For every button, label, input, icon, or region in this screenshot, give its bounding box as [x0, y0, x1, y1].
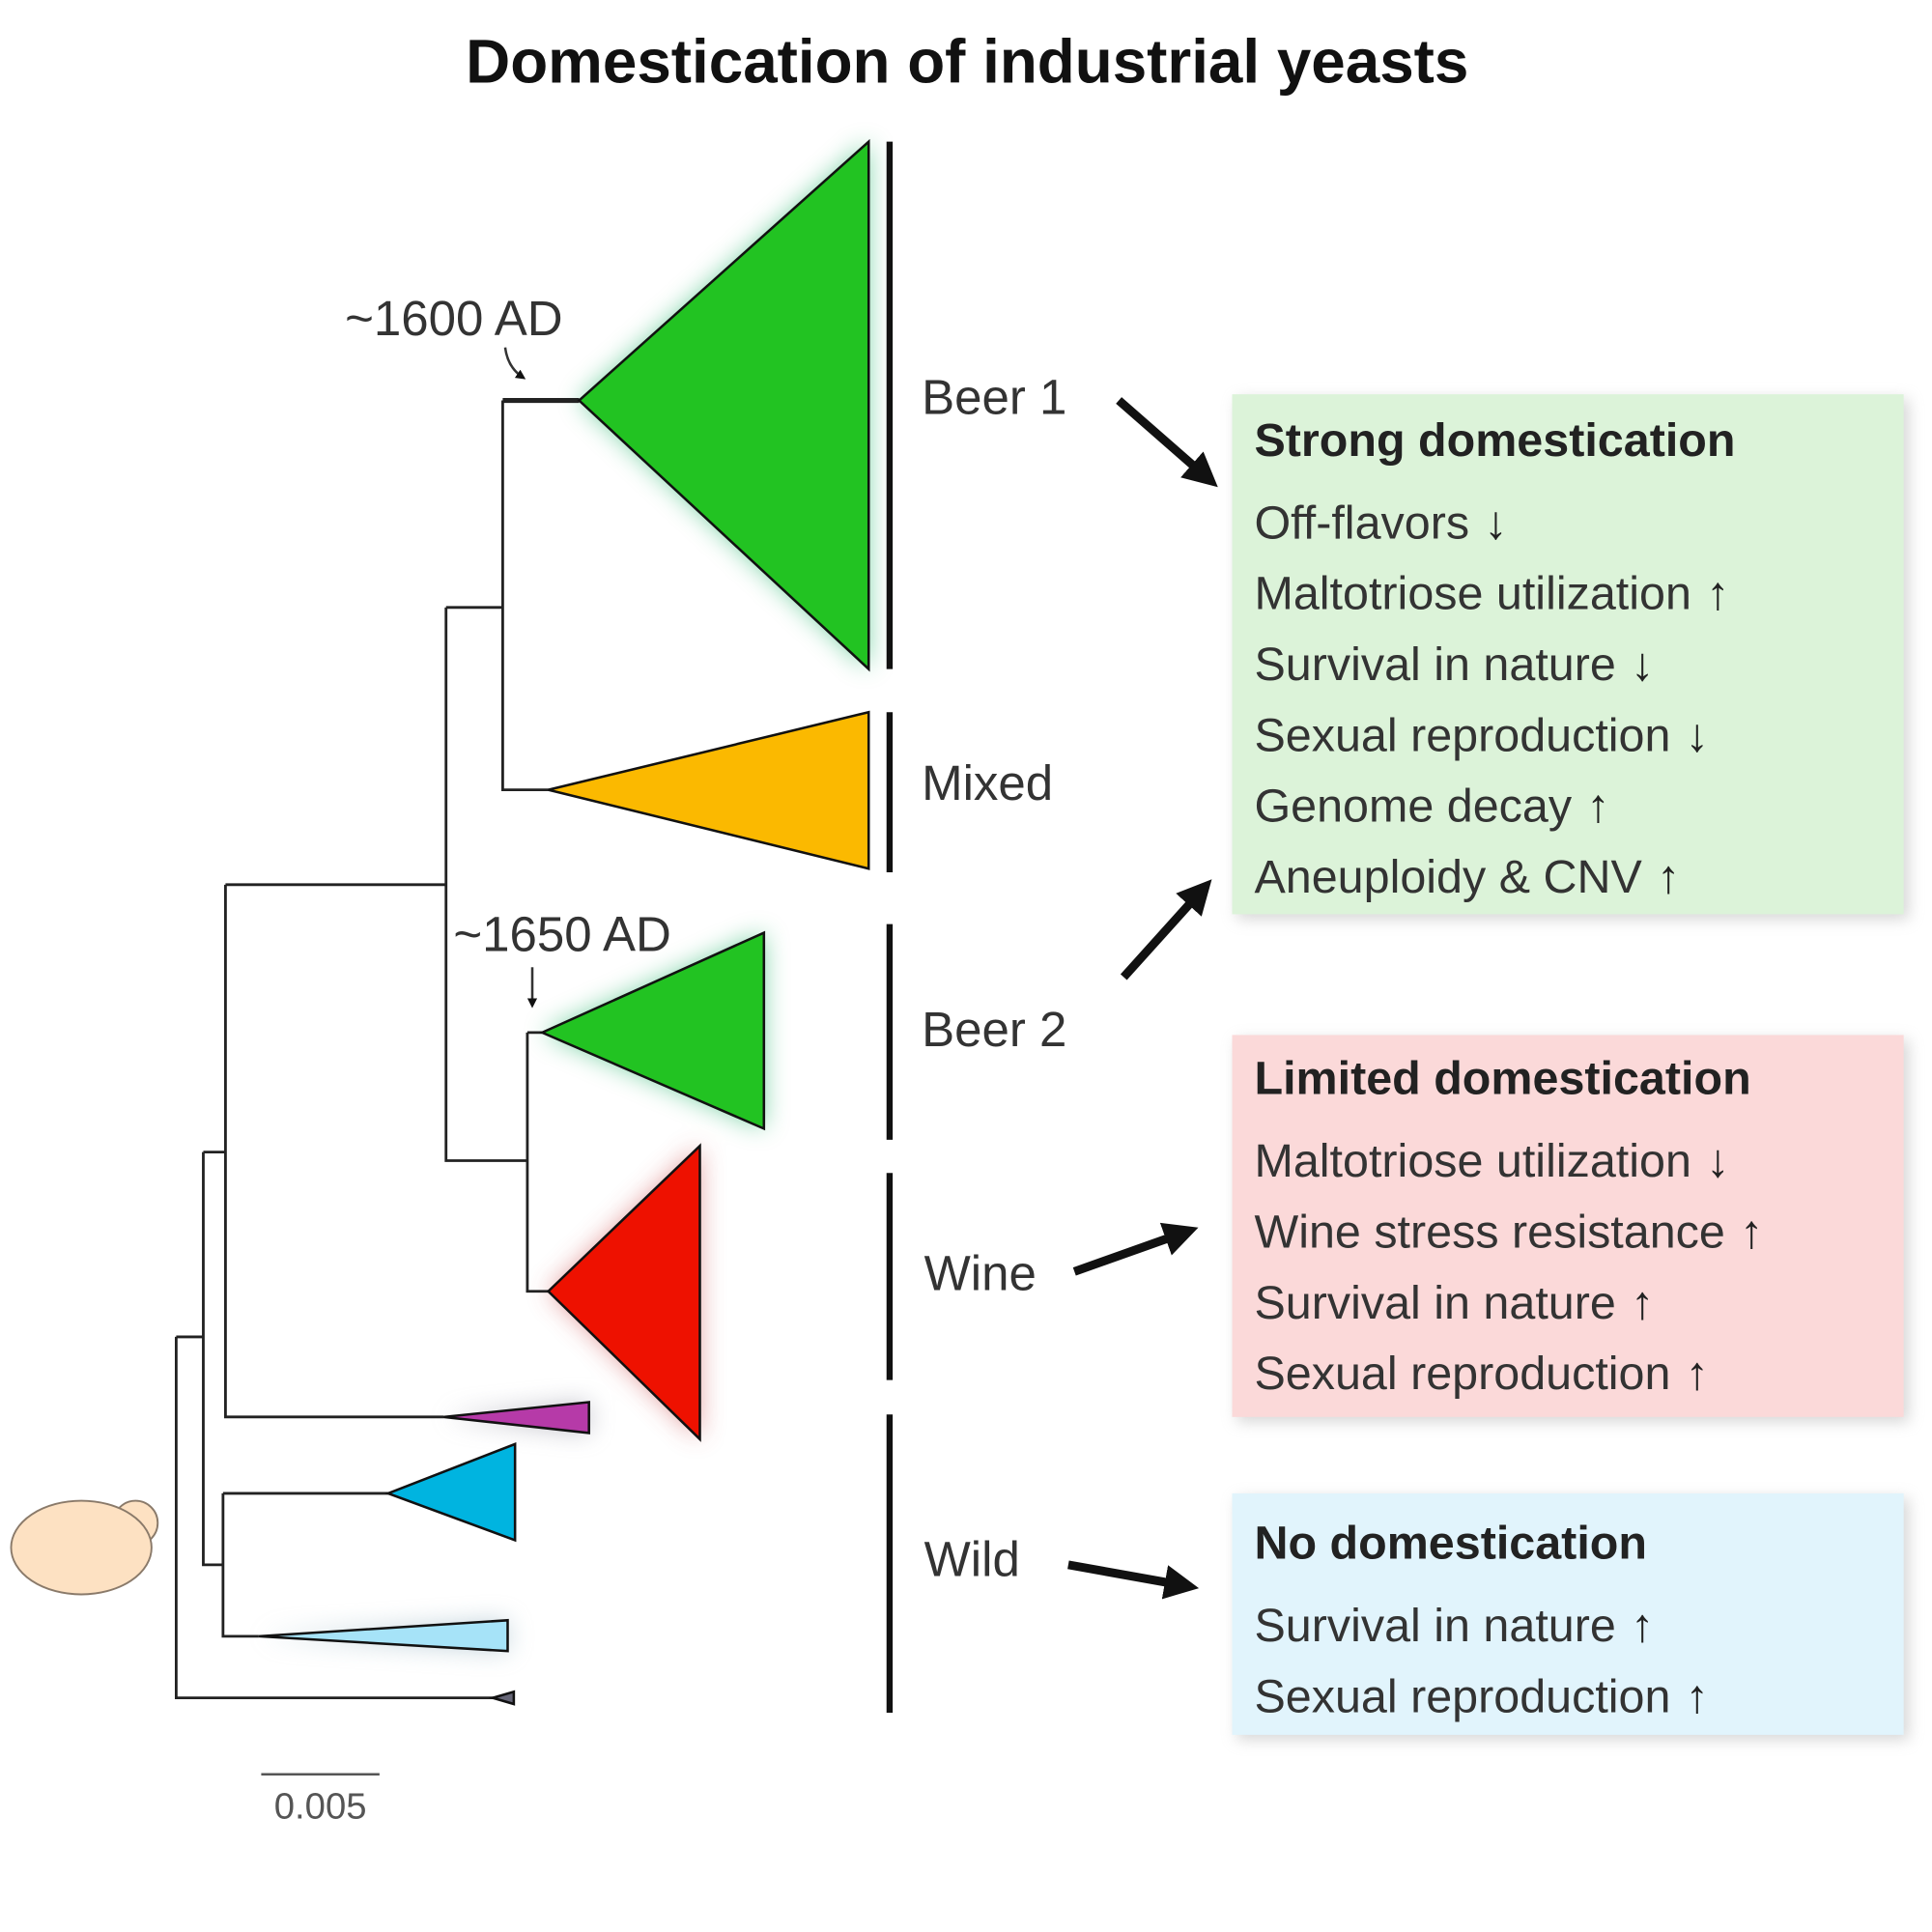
arrow-up-icon: ↑ [1686, 1670, 1709, 1722]
trait-item: Aneuploidy & CNV ↑ [1254, 851, 1680, 903]
trait-label: Genome decay [1254, 781, 1572, 833]
arrow-up-icon: ↑ [1631, 1600, 1654, 1652]
group-label-wild: Wild [924, 1531, 1020, 1586]
clade-wild-triangle [384, 1442, 517, 1543]
figure-title: Domestication of industrial yeasts [466, 26, 1468, 96]
trait-box-strong: Strong domestication Off-flavors ↓ Maltotri… [1232, 394, 1909, 920]
arrow-up-icon: ↑ [1686, 1348, 1709, 1400]
trait-label: Off-flavors [1254, 497, 1469, 549]
trait-item: Genome decay ↑ [1254, 781, 1609, 833]
trait-item: Survival in nature ↓ [1254, 639, 1654, 691]
trait-item: Maltotriose utilization ↑ [1254, 568, 1729, 620]
trait-label: Maltotriose utilization [1254, 1135, 1690, 1187]
trait-item: Survival in nature ↑ [1254, 1277, 1654, 1329]
date-label-1650: ~1650 AD [453, 907, 671, 962]
group-label-beer2: Beer 2 [922, 1002, 1066, 1057]
trait-label: Aneuploidy & CNV [1254, 851, 1642, 903]
trait-label: Sexual reproduction [1254, 1670, 1670, 1722]
arrow-down-icon: ↓ [1484, 497, 1507, 549]
box-background [1232, 1035, 1904, 1417]
date-arrow-1600 [503, 347, 526, 380]
box-background [1232, 394, 1904, 915]
trait-label: Wine stress resistance [1254, 1206, 1724, 1258]
trait-label: Survival in nature [1254, 1277, 1615, 1329]
arrow-down-icon: ↓ [1706, 1135, 1729, 1187]
trait-label: Sexual reproduction [1254, 709, 1670, 761]
trait-label: Sexual reproduction [1254, 1348, 1670, 1400]
clade-outgroup-triangle [488, 1690, 516, 1706]
arrow-up-icon: ↑ [1706, 568, 1729, 620]
pointer-arrows [1067, 397, 1218, 1600]
trait-box-limited: Limited domestication Maltotriose utiliza… [1232, 1035, 1909, 1422]
trait-label: Survival in nature [1254, 1600, 1615, 1652]
trait-item: Sexual reproduction ↑ [1254, 1348, 1709, 1400]
date-label-1600: ~1600 AD [345, 291, 563, 346]
trait-item: Survival in nature ↑ [1254, 1600, 1654, 1652]
yeast-cell-icon [10, 1499, 159, 1596]
tree-branches [174, 397, 580, 1700]
box-background [1232, 1492, 1904, 1735]
scale-bar-label: 0.005 [274, 1786, 367, 1828]
box-title: Limited domestication [1254, 1053, 1750, 1105]
box-title: No domestication [1254, 1518, 1647, 1570]
arrow-down-icon: ↓ [1686, 709, 1709, 761]
group-label-beer1: Beer 1 [922, 370, 1066, 425]
clade-beer1-triangle [577, 138, 870, 672]
arrow-up-icon: ↑ [1586, 781, 1609, 833]
clade-wine-triangle [546, 1143, 701, 1442]
arrow-up-icon: ↑ [1631, 1277, 1654, 1329]
clade-beer2-triangle [539, 930, 766, 1131]
trait-item: Off-flavors ↓ [1254, 497, 1507, 549]
arrow-up-icon: ↑ [1740, 1206, 1763, 1258]
trait-label: Survival in nature [1254, 639, 1615, 691]
trait-item: Wine stress resistance ↑ [1254, 1206, 1763, 1258]
trait-item: Sexual reproduction ↑ [1254, 1670, 1709, 1722]
arrow-up-icon: ↑ [1657, 851, 1680, 903]
trait-item: Maltotriose utilization ↓ [1254, 1135, 1729, 1187]
box-title: Strong domestication [1254, 414, 1735, 467]
clade-lightblue-triangle [258, 1618, 509, 1653]
trait-label: Maltotriose utilization [1254, 568, 1690, 620]
trait-item: Sexual reproduction ↓ [1254, 709, 1709, 761]
clade-mixed-triangle [548, 710, 870, 870]
group-label-wine: Wine [924, 1245, 1037, 1300]
group-label-mixed: Mixed [922, 755, 1053, 810]
clade-purple-triangle [443, 1401, 590, 1435]
arrow-down-icon: ↓ [1631, 639, 1654, 691]
